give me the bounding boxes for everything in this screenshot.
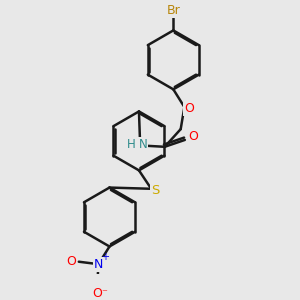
Text: O: O <box>92 287 102 300</box>
Text: O: O <box>184 102 194 115</box>
Text: H: H <box>127 138 135 151</box>
Text: N: N <box>94 258 103 271</box>
Text: O: O <box>188 130 198 143</box>
Text: Br: Br <box>167 4 180 17</box>
Text: ⁻: ⁻ <box>102 288 107 298</box>
Text: +: + <box>101 252 109 262</box>
Text: N: N <box>139 138 148 151</box>
Text: S: S <box>151 184 159 196</box>
Text: O: O <box>67 255 76 268</box>
